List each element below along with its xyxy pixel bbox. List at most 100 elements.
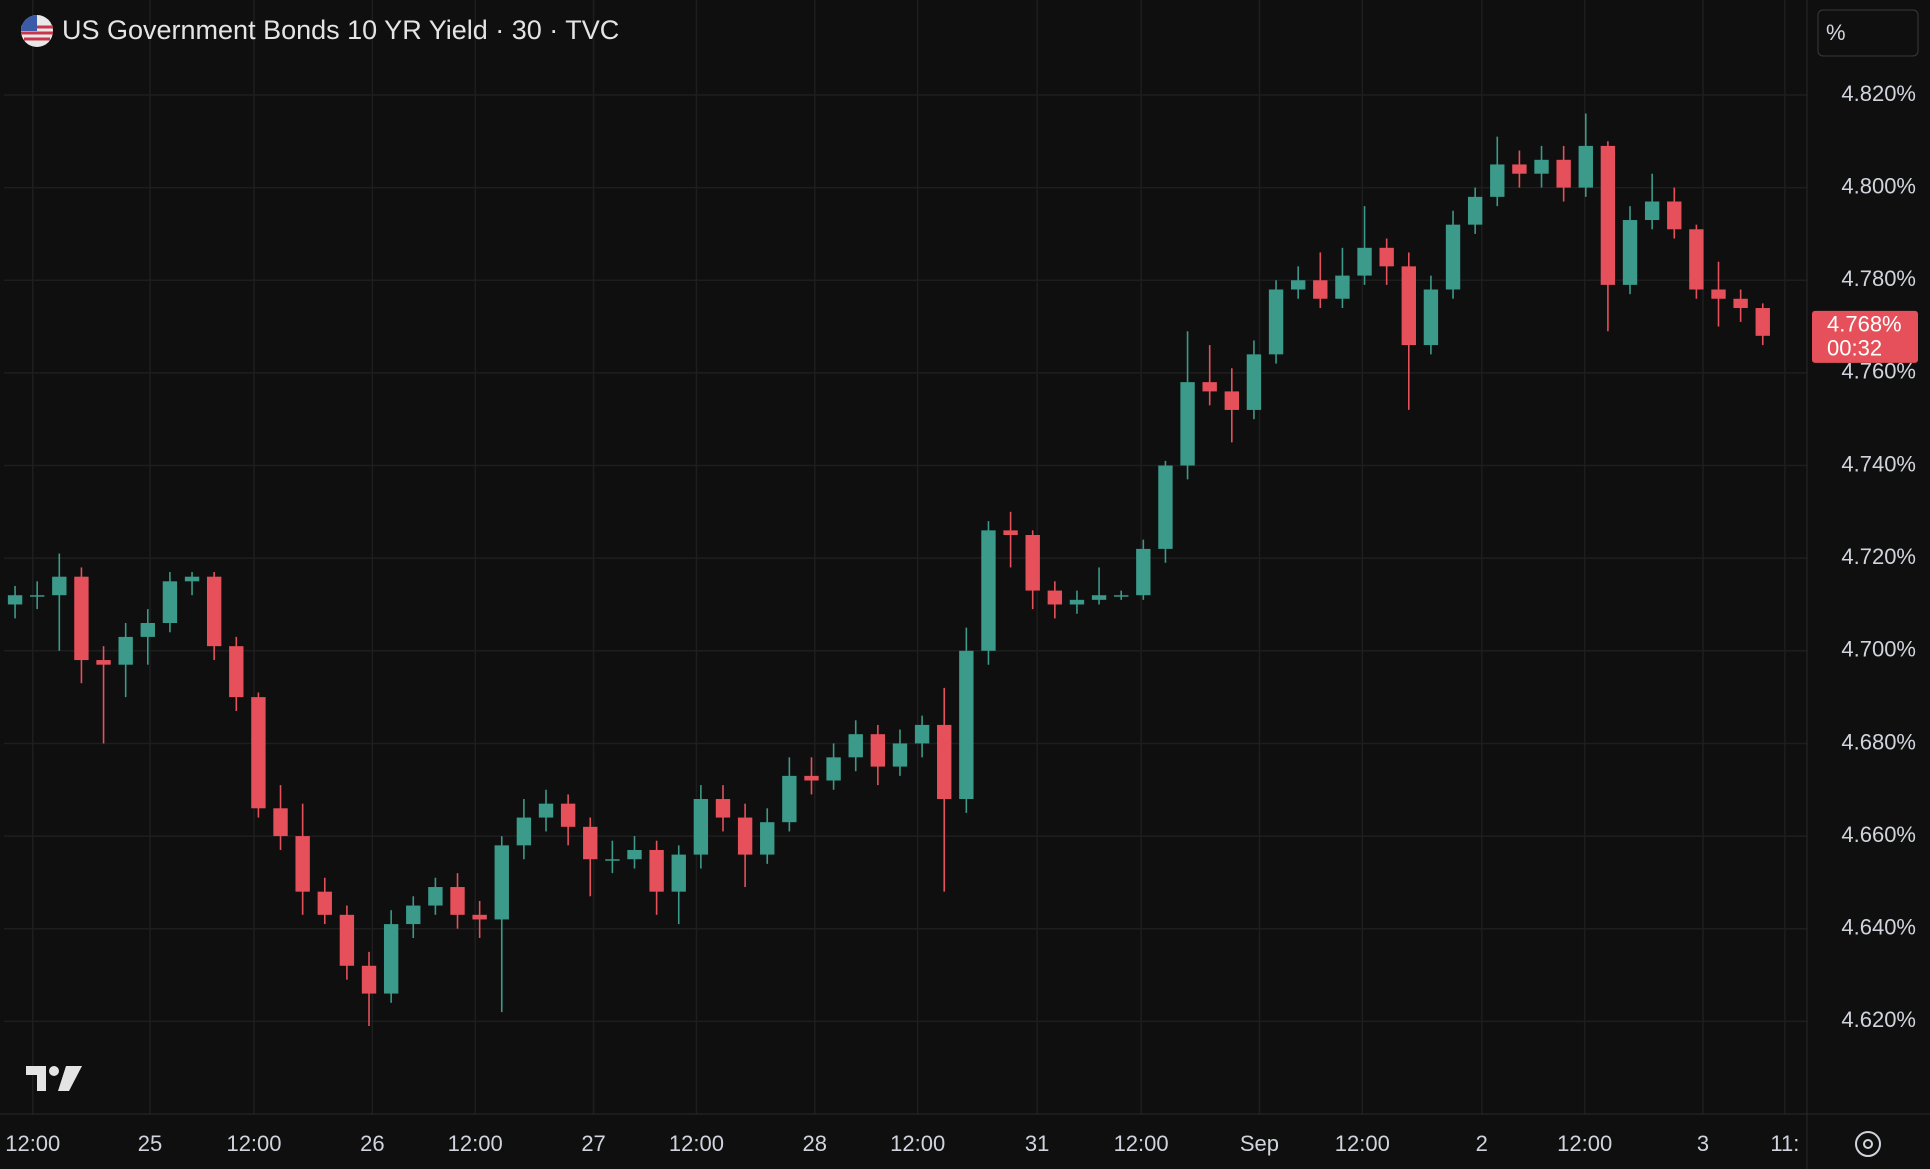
x-tick-label: 12:00 [5, 1131, 60, 1156]
candle-body [184, 576, 200, 582]
candle-body [1490, 164, 1505, 197]
x-tick-label: Sep [1240, 1131, 1279, 1156]
candle-body [870, 734, 886, 767]
candle-body [538, 803, 554, 818]
countdown-label: 00:32 [1827, 336, 1882, 361]
candle-body [1224, 391, 1239, 410]
candle-body [782, 775, 797, 823]
candle-body [1622, 220, 1638, 285]
y-tick-label: 4.620% [1841, 1007, 1916, 1032]
x-tick-label: 12:00 [669, 1131, 724, 1156]
candle-body [560, 803, 576, 827]
candle-body [229, 646, 244, 698]
x-tick-label: 2 [1476, 1131, 1488, 1156]
chart-title: US Government Bonds 10 YR Yield · 30 · T… [62, 15, 619, 45]
candle-body [1202, 382, 1217, 392]
candle-body [760, 822, 775, 855]
x-tick-label: 12:00 [1557, 1131, 1612, 1156]
candle-body [1467, 196, 1483, 225]
candle-body [1644, 201, 1660, 221]
x-tick-label: 12:00 [1335, 1131, 1390, 1156]
candle-body [1047, 590, 1063, 605]
candle-body [959, 650, 974, 800]
candle-body [1733, 298, 1748, 309]
candle-body [472, 914, 487, 920]
y-tick-label: 4.740% [1841, 451, 1916, 476]
x-tick-label: 12:00 [448, 1131, 503, 1156]
candle-body [450, 887, 465, 915]
candle-body [251, 697, 266, 809]
candle-body [494, 845, 509, 920]
candle-body [74, 576, 89, 661]
candle-body [1755, 308, 1770, 336]
y-tick-label: 4.680% [1841, 729, 1916, 754]
candle-body [1003, 530, 1018, 535]
candle-body [1025, 534, 1040, 591]
grid [4, 0, 1807, 1114]
candle-body [649, 849, 664, 892]
candle-body [715, 799, 731, 818]
candle-body [737, 817, 753, 855]
candle-body [273, 808, 288, 837]
candle-body [1689, 229, 1704, 290]
x-tick-label: 28 [803, 1131, 827, 1156]
candle-body [583, 826, 598, 860]
candle-body [1357, 247, 1372, 276]
x-tick-label: 25 [138, 1131, 162, 1156]
candle-body [1335, 275, 1350, 299]
candle-body [361, 965, 377, 994]
y-tick-label: 4.760% [1841, 359, 1916, 384]
candle-body [428, 887, 443, 906]
x-tick-label: 12:00 [1114, 1131, 1169, 1156]
candle-body [826, 757, 841, 781]
candle-body [627, 849, 642, 860]
y-tick-label: 4.700% [1841, 637, 1916, 662]
x-tick-label: 27 [581, 1131, 605, 1156]
y-tick-label: 4.640% [1841, 915, 1916, 940]
candle-body [140, 623, 155, 637]
candle-body [892, 743, 908, 767]
y-tick-label: 4.780% [1841, 266, 1916, 291]
candle-body [118, 636, 133, 665]
candle-body [1667, 201, 1682, 230]
y-tick-label: 4.820% [1841, 81, 1916, 106]
candle-body [1556, 159, 1571, 188]
labels: 4.620% 4.640% 4.660% 4.680% 4.700% 4.720% 4.74… [5, 81, 1918, 1156]
x-tick-label: 12:00 [226, 1131, 281, 1156]
candle-body [206, 576, 222, 647]
candle-body [162, 581, 178, 624]
candle-body [96, 660, 111, 665]
x-tick-label: 26 [360, 1131, 384, 1156]
last-price-box [1812, 310, 1918, 363]
candle-body [1313, 280, 1328, 299]
candle-body [295, 836, 310, 892]
candle-body [937, 724, 952, 800]
candle-body [1136, 548, 1151, 596]
candle-body [317, 891, 332, 915]
candle-body [1401, 266, 1416, 346]
candle-body [1445, 224, 1461, 290]
x-tick-label: 31 [1025, 1131, 1049, 1156]
settings-icon[interactable] [1855, 1131, 1881, 1157]
candle-body [383, 924, 399, 994]
candle-body [1158, 465, 1173, 549]
candle-body [1600, 145, 1616, 285]
candle-body [52, 576, 67, 596]
candle-body [1578, 145, 1593, 188]
last-price-label: 4.768% [1827, 312, 1902, 337]
candle-body [804, 775, 819, 781]
y-tick-label: 4.720% [1841, 544, 1916, 569]
scale-button-label[interactable]: % [1826, 20, 1846, 45]
candle-body [693, 799, 709, 855]
scale-button[interactable] [1817, 9, 1919, 57]
candle-body [516, 817, 532, 846]
x-tick-label: 12:00 [890, 1131, 945, 1156]
candle-body [1379, 247, 1394, 267]
candle-body [1246, 354, 1262, 410]
flag-icon [21, 15, 53, 47]
tradingview-logo [26, 1066, 82, 1091]
candle-body [339, 914, 355, 966]
candle-body [605, 859, 620, 861]
